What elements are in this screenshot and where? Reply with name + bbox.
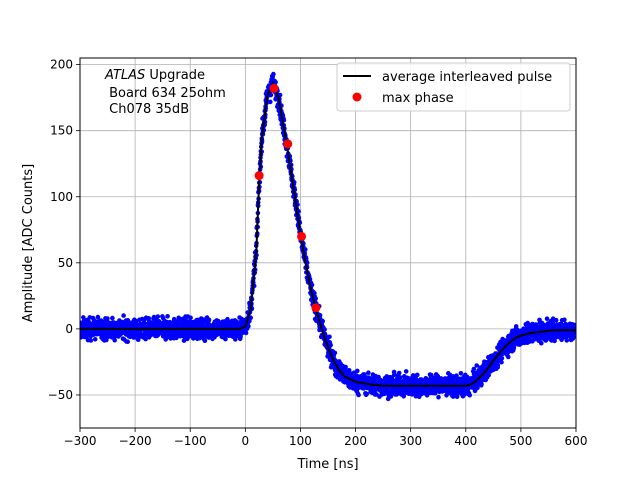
y-axis-label: Amplitude [ADC Counts] bbox=[21, 164, 36, 322]
legend-dot-icon bbox=[352, 92, 362, 102]
x-tick-label: 400 bbox=[454, 434, 477, 448]
y-tick-label: 150 bbox=[50, 124, 73, 138]
y-axis-ticks: −50 0 50 100 150 200 bbox=[48, 58, 80, 402]
upgrade-label: Upgrade bbox=[145, 68, 205, 83]
average-pulse-line bbox=[80, 80, 576, 387]
max-phase-point bbox=[254, 171, 264, 181]
legend: average interleaved pulse max phase bbox=[336, 62, 571, 112]
y-tick-label: −50 bbox=[48, 388, 73, 402]
x-axis-ticks: −300 −200 −100 0 100 200 300 400 500 600 bbox=[64, 428, 588, 448]
x-tick-label: 500 bbox=[509, 434, 532, 448]
annotation-line-2: Board 634 25ohm bbox=[105, 86, 226, 101]
x-axis-label: Time [ns] bbox=[296, 457, 358, 472]
x-tick-label: 600 bbox=[565, 434, 588, 448]
y-tick-label: 0 bbox=[65, 322, 73, 336]
max-phase-point bbox=[297, 231, 307, 241]
x-tick-label: 300 bbox=[399, 434, 422, 448]
legend-label-average: average interleaved pulse bbox=[382, 70, 552, 85]
max-phase-point bbox=[283, 139, 293, 149]
x-tick-label: 100 bbox=[289, 434, 312, 448]
max-phase-point bbox=[311, 303, 321, 313]
legend-box bbox=[336, 62, 571, 112]
y-tick-label: 100 bbox=[50, 190, 73, 204]
annotation-line-3: Ch078 35dB bbox=[105, 102, 189, 117]
plot-frame bbox=[79, 57, 577, 429]
y-tick-label: 50 bbox=[58, 256, 73, 270]
atlas-label: ATLAS bbox=[104, 68, 145, 83]
max-phase-point bbox=[269, 83, 279, 93]
y-tick-label: 200 bbox=[50, 58, 73, 72]
annotation: ATLAS Upgrade Board 634 25ohm Ch078 35dB bbox=[104, 68, 226, 117]
x-tick-label: −200 bbox=[119, 434, 152, 448]
annotation-line-1: ATLAS Upgrade bbox=[104, 68, 205, 83]
x-tick-label: 0 bbox=[242, 434, 250, 448]
x-tick-label: −300 bbox=[64, 434, 97, 448]
x-tick-label: −100 bbox=[174, 434, 207, 448]
max-phase-points bbox=[254, 83, 321, 313]
legend-label-max-phase: max phase bbox=[382, 91, 454, 106]
x-tick-label: 200 bbox=[344, 434, 367, 448]
